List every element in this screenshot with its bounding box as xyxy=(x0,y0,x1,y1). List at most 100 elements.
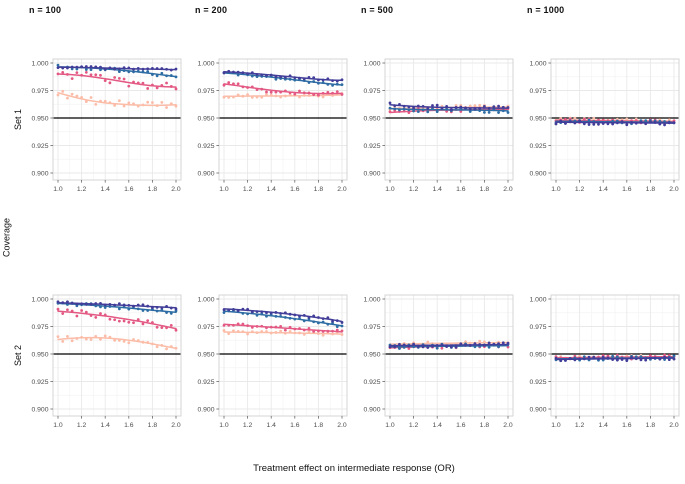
x-tick-label: 2.0 xyxy=(337,422,347,429)
y-tick-label: 0.900 xyxy=(197,406,214,413)
y-tick-label: 0.975 xyxy=(197,88,214,95)
panel-border xyxy=(550,58,680,181)
axis-ticks: 1.000 0.975 0.950 0.925 0.900 1.0 1.2 1.4 1.6 1.8… xyxy=(529,60,678,193)
series-blue-trend-line xyxy=(223,72,343,86)
x-tick-label: 1.0 xyxy=(551,422,561,429)
y-tick-label: 0.975 xyxy=(363,88,380,95)
x-tick-label: 1.4 xyxy=(266,422,276,429)
y-tick-label: 0.975 xyxy=(31,324,48,331)
series-purple-trend-line xyxy=(223,308,343,323)
x-tick-label: 1.4 xyxy=(100,422,110,429)
facet-strip-n1000: n = 1000 xyxy=(527,5,565,15)
y-tick-label: 0.975 xyxy=(197,324,214,331)
y-tick-label: 0.925 xyxy=(197,143,214,150)
y-tick-label: 0.950 xyxy=(31,115,48,122)
panel-border xyxy=(52,294,182,417)
panel-set1-n100: 1.000 0.975 0.950 0.925 0.900 1.0 1.2 1.4 1.6 1.8… xyxy=(31,58,182,193)
series-pink-trend-line xyxy=(57,73,177,88)
series-purple-trend-line xyxy=(57,66,177,71)
y-tick-label: 0.950 xyxy=(363,115,380,122)
panel-set1-n200: 1.000 0.975 0.950 0.925 0.900 1.0 1.2 1.4 1.6 1.8… xyxy=(197,58,348,193)
axis-ticks: 1.000 0.975 0.950 0.925 0.900 1.0 1.2 1.4 1.6 1.8… xyxy=(197,296,346,429)
panel-border xyxy=(384,294,514,417)
x-tick-label: 1.2 xyxy=(243,422,253,429)
x-tick-label: 1.2 xyxy=(575,422,585,429)
axis-ticks: 1.000 0.975 0.950 0.925 0.900 1.0 1.2 1.4 1.6 1.8… xyxy=(31,60,180,193)
series-layer xyxy=(554,353,676,363)
y-tick-label: 0.900 xyxy=(529,406,546,413)
y-tick-label: 1.000 xyxy=(197,60,214,67)
row-spacer xyxy=(23,197,187,295)
x-tick-label: 1.2 xyxy=(409,422,419,429)
x-tick-label: 1.8 xyxy=(314,422,324,429)
x-tick-label: 1.0 xyxy=(551,186,561,193)
y-tick-label: 0.900 xyxy=(31,406,48,413)
panel-set2-n1000: 1.000 0.975 0.950 0.925 0.900 1.0 1.2 1.4 1.6 1.8… xyxy=(529,294,680,429)
x-tick-label: 1.0 xyxy=(219,186,229,193)
series-layer xyxy=(56,63,178,109)
y-tick-label: 1.000 xyxy=(197,296,214,303)
x-tick-label: 1.8 xyxy=(480,422,490,429)
series-pink-trend-line xyxy=(57,310,177,330)
y-tick-label: 1.000 xyxy=(529,60,546,67)
y-tick-label: 0.950 xyxy=(529,115,546,122)
x-tick-label: 1.2 xyxy=(77,422,87,429)
y-tick-label: 0.900 xyxy=(31,170,48,177)
panel-grid xyxy=(219,295,347,416)
panel-set2-n500: 1.000 0.975 0.950 0.925 0.900 1.0 1.2 1.4 1.6 1.8… xyxy=(363,294,514,429)
axis-ticks: 1.000 0.975 0.950 0.925 0.900 1.0 1.2 1.4 1.6 1.8… xyxy=(197,60,346,193)
x-tick-label: 1.0 xyxy=(219,422,229,429)
series-salmon-trend-line xyxy=(57,336,177,350)
x-tick-label: 1.6 xyxy=(124,186,134,193)
panel-grid xyxy=(53,59,181,180)
x-tick-label: 1.0 xyxy=(53,422,63,429)
panel-set2-n100: 1.000 0.975 0.950 0.925 0.900 1.0 1.2 1.4 1.6 1.8… xyxy=(31,294,182,429)
x-tick-label: 1.8 xyxy=(314,186,324,193)
y-tick-label: 1.000 xyxy=(363,60,380,67)
x-tick-label: 1.4 xyxy=(598,422,608,429)
series-layer xyxy=(222,69,344,99)
y-tick-label: 0.975 xyxy=(529,324,546,331)
x-tick-label: 1.8 xyxy=(148,186,158,193)
x-tick-label: 2.0 xyxy=(337,186,347,193)
y-tick-label: 0.925 xyxy=(197,379,214,386)
series-pink-trend-line xyxy=(223,83,343,95)
x-tick-label: 1.4 xyxy=(266,186,276,193)
facet-strip-n500: n = 500 xyxy=(361,5,394,15)
y-tick-label: 0.925 xyxy=(363,143,380,150)
x-tick-label: 1.0 xyxy=(385,186,395,193)
y-tick-label: 0.975 xyxy=(529,88,546,95)
x-tick-label: 1.2 xyxy=(243,186,253,193)
series-layer xyxy=(388,101,510,114)
panel-grid xyxy=(219,59,347,180)
panel-set2-n200: 1.000 0.975 0.950 0.925 0.900 1.0 1.2 1.4 1.6 1.8… xyxy=(197,294,348,429)
x-tick-label: 2.0 xyxy=(171,422,181,429)
y-tick-label: 1.000 xyxy=(31,60,48,67)
facet-strip-n100: n = 100 xyxy=(29,5,62,15)
series-layer xyxy=(554,116,676,127)
x-tick-label: 1.2 xyxy=(409,186,419,193)
series-purple-trend-line xyxy=(223,70,343,82)
panel-border xyxy=(218,294,348,417)
x-tick-label: 1.6 xyxy=(456,186,466,193)
panel-grid xyxy=(385,59,513,180)
y-tick-label: 0.950 xyxy=(529,351,546,358)
x-tick-label: 2.0 xyxy=(669,186,679,193)
series-purple-trend-line xyxy=(555,121,675,124)
x-tick-label: 1.8 xyxy=(148,422,158,429)
series-purple-trend-line xyxy=(389,104,509,109)
axis-ticks: 1.000 0.975 0.950 0.925 0.900 1.0 1.2 1.4 1.6 1.8… xyxy=(529,296,678,429)
x-tick-label: 1.6 xyxy=(622,422,632,429)
y-tick-label: 1.000 xyxy=(31,296,48,303)
y-tick-label: 0.925 xyxy=(529,143,546,150)
panel-border xyxy=(52,58,182,181)
panel-grid xyxy=(551,295,679,416)
x-tick-label: 1.6 xyxy=(456,422,466,429)
series-layer xyxy=(388,339,510,350)
panel-set1-n500: 1.000 0.975 0.950 0.925 0.900 1.0 1.2 1.4 1.6 1.8… xyxy=(363,58,514,193)
y-tick-label: 0.900 xyxy=(363,406,380,413)
panel-set1-n1000: 1.000 0.975 0.950 0.925 0.900 1.0 1.2 1.4 1.6 1.8… xyxy=(529,58,680,193)
series-purple-trend-line xyxy=(57,301,177,309)
x-tick-label: 2.0 xyxy=(503,186,513,193)
